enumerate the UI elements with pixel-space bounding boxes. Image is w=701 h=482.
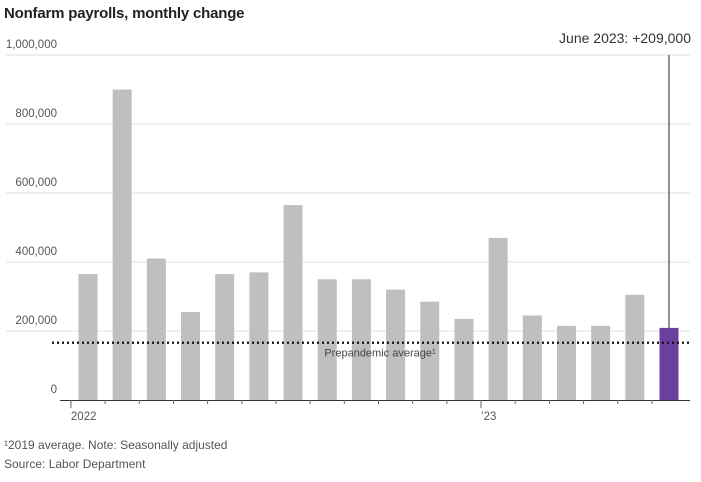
- gridlines: [6, 54, 690, 332]
- callout-label: June 2023: +209,000: [559, 30, 691, 46]
- bar: [283, 205, 303, 400]
- source-line: Source: Labor Department: [4, 457, 146, 471]
- y-tick-label: 200,000: [15, 315, 57, 327]
- x-tick-label: ’23: [481, 411, 496, 423]
- reference-line-label: Prepandemic average¹: [324, 348, 436, 360]
- highlight-bar: [659, 327, 679, 400]
- x-axis: 2022 ’23: [60, 400, 690, 423]
- bar: [317, 279, 337, 400]
- bar: [215, 274, 235, 400]
- footnote: ¹2019 average. Note: Seasonally adjusted: [4, 438, 228, 452]
- bars: [78, 89, 679, 400]
- bar: [625, 294, 645, 400]
- bar: [420, 301, 440, 400]
- x-tick-label: 2022: [71, 411, 97, 423]
- bar-chart: 0 200,000 400,000 600,000 800,000 1,000,000 P…: [6, 30, 691, 423]
- bar: [181, 312, 201, 400]
- bar: [591, 325, 611, 400]
- bar: [488, 237, 508, 400]
- y-tick-label: 1,000,000: [6, 39, 57, 51]
- y-axis-ticks: 0 200,000 400,000 600,000 800,000 1,000,000: [6, 39, 57, 396]
- y-tick-label: 400,000: [15, 246, 57, 258]
- reference-line-group: Prepandemic average¹: [52, 341, 690, 360]
- bar: [454, 318, 474, 400]
- callout-group: June 2023: +209,000: [559, 30, 691, 328]
- y-tick-label: 0: [51, 384, 57, 396]
- y-tick-label: 800,000: [15, 108, 57, 120]
- bar: [146, 258, 166, 400]
- bar: [78, 274, 98, 400]
- bar: [556, 325, 576, 400]
- y-tick-label: 600,000: [15, 177, 57, 189]
- chart-title: Nonfarm payrolls, monthly change: [4, 5, 245, 22]
- bar: [249, 272, 269, 400]
- bar: [522, 315, 542, 400]
- bar: [112, 89, 132, 400]
- bar: [351, 279, 371, 400]
- bar: [386, 289, 406, 400]
